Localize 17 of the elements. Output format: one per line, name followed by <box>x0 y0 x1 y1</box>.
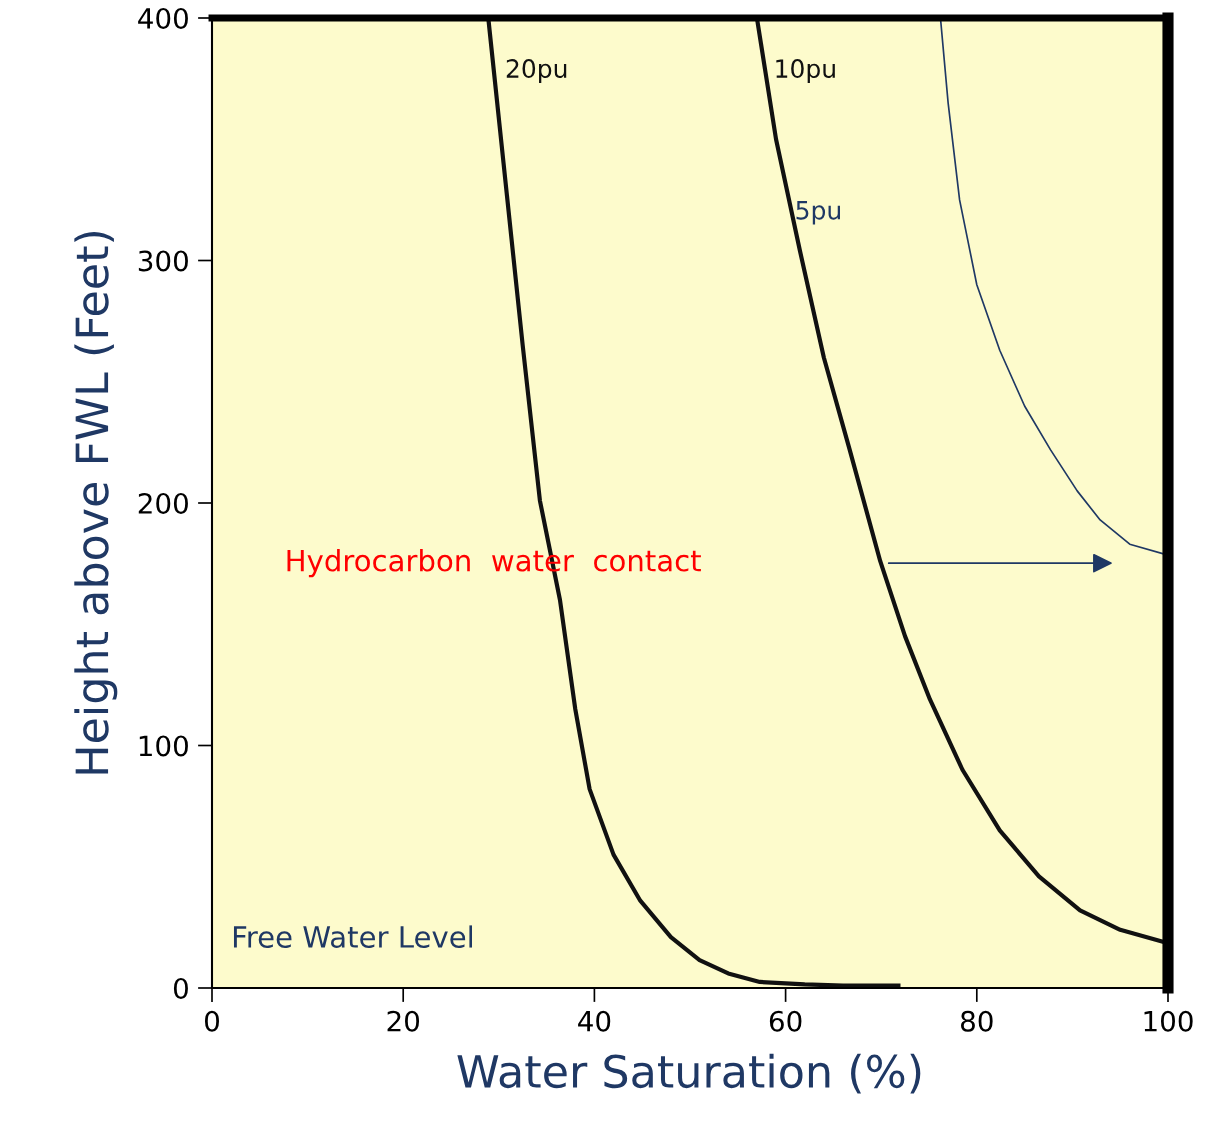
series-label: 10pu <box>776 59 835 83</box>
series-label: 20pu <box>506 59 567 83</box>
text: 5pu <box>796 201 840 225</box>
x-tick-label: 40 <box>578 1010 611 1032</box>
y-tick-label: 200 <box>138 492 188 514</box>
x-tick-label: 60 <box>769 1010 802 1032</box>
x-axis-title: Water Saturation (%) <box>457 1053 921 1094</box>
y-tick-label: 0 <box>173 977 188 999</box>
y-tick-label: 100 <box>139 735 188 757</box>
x-tick-label: 20 <box>387 1010 420 1032</box>
y-tick-label: 300 <box>138 250 188 272</box>
x-tick-label: 0 <box>204 1010 219 1032</box>
y-tick-label: 400 <box>138 7 188 29</box>
x-tick-label: 80 <box>961 1010 993 1032</box>
annotation: Free Water Level <box>233 925 473 948</box>
y-axis-title: Height above FWL (Feet) <box>74 231 118 774</box>
x-tick-label: 100 <box>1144 1010 1193 1032</box>
